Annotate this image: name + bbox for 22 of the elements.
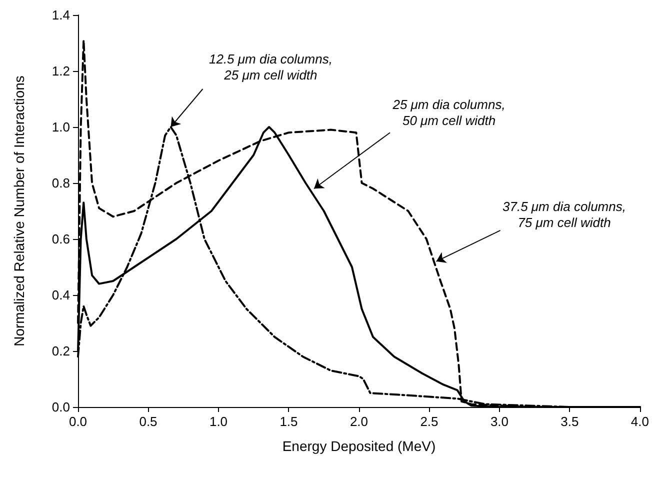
annotation: 25 μm dia columns, 50 μm cell width [392,97,506,128]
y-tick-label: 0.8 [52,176,70,190]
x-tick-label: 0.5 [139,414,158,429]
x-tick-label: 3.5 [560,414,579,429]
x-tick-label: 2.5 [420,414,438,429]
y-tick-label: 1.0 [52,120,70,134]
y-tick-label: 0.6 [52,232,70,246]
y-tick-label: 0.0 [52,400,70,414]
x-tick-label: 3.0 [490,414,509,429]
y-tick-label: 1.4 [52,8,70,22]
y-tick-label: 0.4 [52,288,70,302]
x-tick-label: 0.0 [68,414,88,429]
x-tick-label: 2.0 [350,414,368,429]
x-tick-label: 1.5 [280,414,298,429]
x-tick-label: 1.0 [209,414,228,429]
y-tick-label: 1.2 [52,64,70,78]
y-axis-title: Normalized Relative Number of Interactions [11,76,27,346]
annotation: 37.5 μm dia columns, 75 μm cell width [502,198,626,230]
annotation: 12.5 μm dia columns, 25 μm cell width [208,52,332,82]
y-tick-label: 0.2 [52,344,70,358]
x-axis-title: Energy Deposited (MeV) [282,438,436,454]
x-tick-label: 4.0 [630,414,650,429]
